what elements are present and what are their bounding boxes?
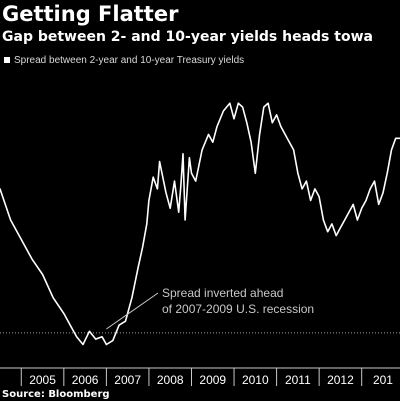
legend-swatch <box>4 57 10 63</box>
x-tick-label: 2010 <box>242 373 269 387</box>
annotation-leader <box>106 292 159 330</box>
x-tick-label: 2006 <box>72 373 99 387</box>
legend: Spread between 2-year and 10-year Treasu… <box>4 53 244 67</box>
x-tick-label: 2009 <box>199 373 226 387</box>
series-line <box>0 102 400 346</box>
x-tick-label: 2007 <box>114 373 141 387</box>
annotation-text: Spread inverted ahead <box>162 286 283 300</box>
chart-subtitle: Gap between 2- and 10-year yields heads … <box>2 29 373 45</box>
x-tick-label: 2008 <box>157 373 184 387</box>
x-tick-label: 2012 <box>327 373 354 387</box>
source-note: Source: Bloomberg <box>2 389 110 400</box>
x-tick-label: 2011 <box>285 373 311 387</box>
x-tick-label: 2005 <box>29 373 56 387</box>
x-tick-label: 201 <box>373 373 393 387</box>
annotation-text: of 2007-2009 U.S. recession <box>162 302 314 316</box>
legend-label: Spread between 2-year and 10-year Treasu… <box>14 54 245 66</box>
chart-title: Getting Flatter <box>2 2 179 26</box>
